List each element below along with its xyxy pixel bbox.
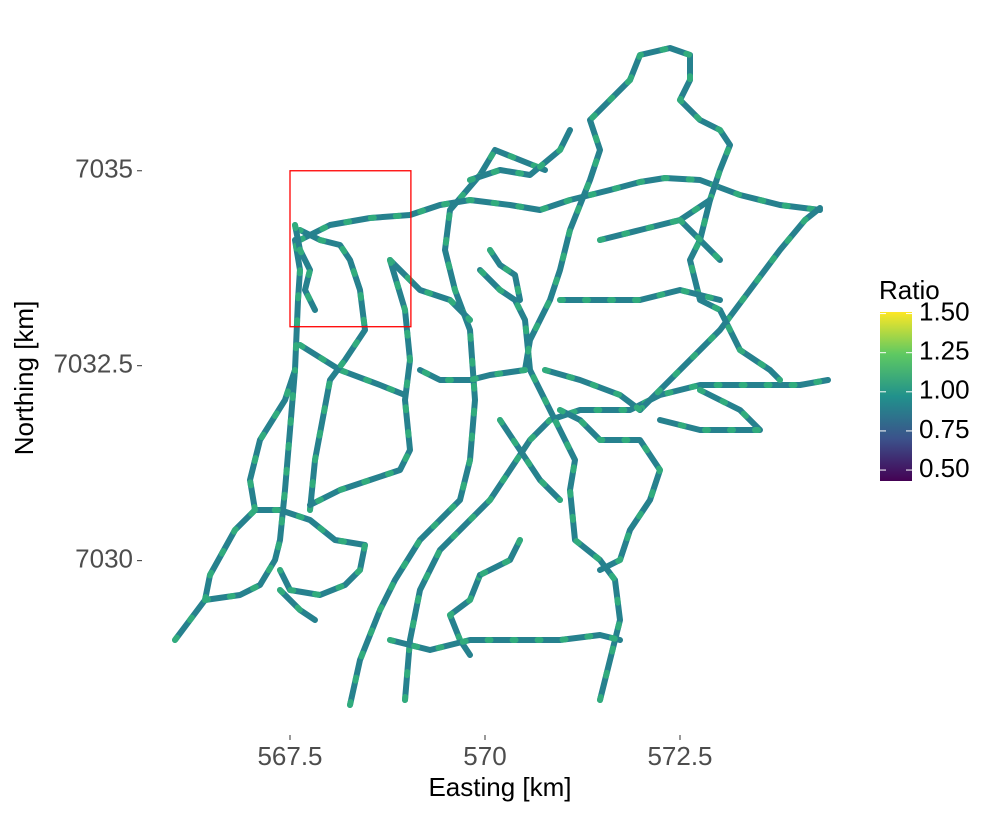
road-texture	[557, 287, 723, 303]
x-tick-label: 572.5	[647, 741, 712, 771]
road	[402, 377, 831, 703]
road	[172, 237, 303, 643]
road-texture	[677, 217, 723, 263]
colorbar-label: 1.00	[919, 375, 970, 405]
road	[347, 147, 548, 708]
road-texture	[247, 367, 298, 513]
road-texture	[597, 197, 713, 243]
road-texture	[292, 222, 318, 313]
road-texture	[657, 387, 763, 433]
road	[297, 175, 823, 243]
road-texture	[477, 537, 523, 578]
y-tick-label: 7032.5	[53, 349, 133, 379]
x-tick-label: 570	[463, 741, 506, 771]
colorbar-label: 1.50	[919, 296, 970, 326]
colorbar-label: 0.50	[919, 453, 970, 483]
road-texture	[417, 367, 528, 383]
road	[557, 407, 663, 573]
road-texture	[202, 507, 368, 603]
legend-title: Ratio	[879, 275, 940, 305]
road-texture	[497, 417, 563, 503]
colorbar-label: 0.75	[919, 414, 970, 444]
road	[542, 367, 643, 413]
road	[637, 205, 823, 413]
road-texture	[447, 572, 483, 658]
road-texture	[637, 205, 823, 413]
y-tick-label: 7035	[75, 154, 133, 184]
colorbar	[880, 312, 912, 481]
road-texture	[522, 77, 633, 373]
y-tick-label: 7030	[75, 544, 133, 574]
road	[387, 257, 473, 323]
road-texture	[347, 147, 548, 708]
road	[627, 45, 783, 383]
highlight-box	[289, 170, 412, 328]
road	[522, 77, 633, 373]
road	[467, 127, 573, 183]
road-texture	[477, 267, 623, 703]
road-texture	[297, 175, 823, 243]
road-texture	[277, 587, 318, 623]
colorbar-label: 1.25	[919, 336, 970, 366]
road	[387, 632, 623, 653]
road-texture	[172, 237, 303, 643]
road	[297, 227, 368, 513]
y-axis-title: Northing [km]	[9, 301, 39, 456]
road-texture	[557, 407, 663, 573]
road	[657, 387, 763, 433]
road-texture	[297, 342, 408, 398]
x-axis-title: Easting [km]	[428, 772, 571, 802]
road-texture	[487, 247, 523, 303]
x-tick-label: 567.5	[257, 741, 322, 771]
road-network	[172, 45, 831, 708]
road-texture	[627, 45, 783, 383]
